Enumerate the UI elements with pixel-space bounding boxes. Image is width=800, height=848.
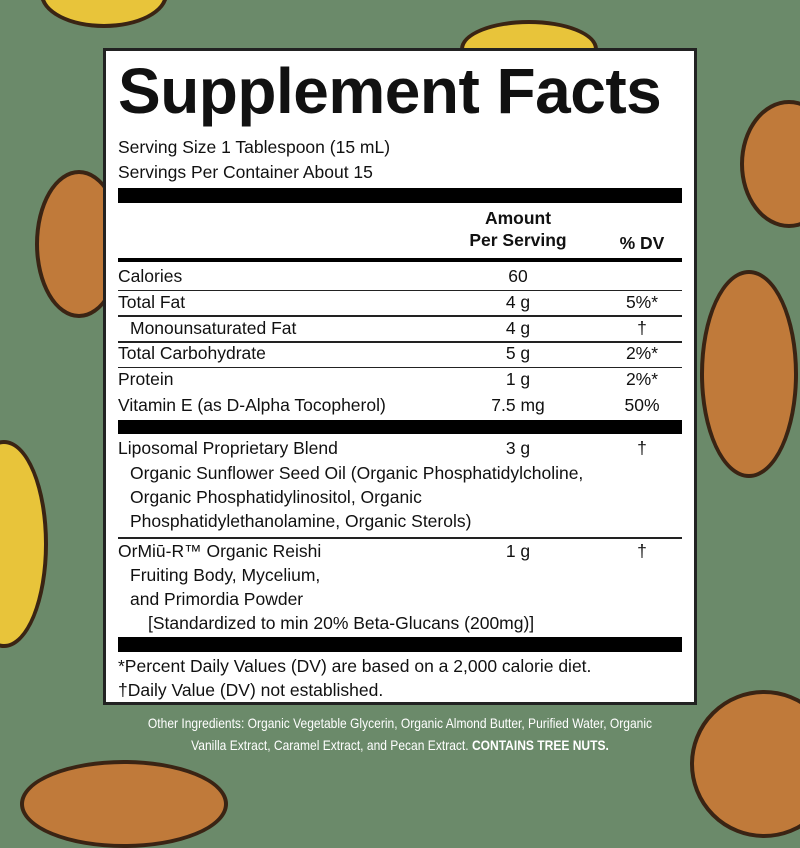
reishi-name: OrMiū-R™ Organic Reishi (118, 541, 322, 561)
nutrient-name: Total Fat (118, 291, 186, 312)
amount-header: Amount Per Serving (448, 207, 588, 251)
pecan-decoration (690, 690, 800, 838)
nutrient-amount: 5 g (505, 343, 531, 364)
reishi-decoration (40, 0, 168, 28)
nutrient-amount: 1 g (505, 369, 531, 390)
footnote-dagger: †Daily Value (DV) not established. (118, 680, 384, 700)
blend-amount: 3 g (505, 438, 531, 458)
supplement-facts-panel: Supplement Facts Serving Size 1 Tablespo… (103, 48, 697, 705)
divider-medium (118, 258, 682, 262)
servings-per-container: Servings Per Container About 15 (118, 162, 373, 182)
amount-header-line1: Amount (484, 208, 552, 228)
divider-thick (118, 420, 682, 434)
nutrient-name: Calories (118, 266, 183, 286)
nutrient-amount: 4 g (505, 291, 531, 312)
nutrient-name: Protein (118, 369, 174, 390)
blend-ingredient-line: Phosphatidylethanolamine, Organic Sterol… (130, 511, 472, 531)
nutrient-dv: 2%* (625, 343, 659, 364)
nutrient-dv: 2%* (625, 369, 659, 390)
amount-header-line2: Per Serving (469, 230, 567, 250)
reishi-dv: † (637, 541, 647, 561)
blend-ingredient-line: Organic Phosphatidylinositol, Organic (130, 487, 422, 507)
allergen-warning: CONTAINS TREE NUTS. (471, 737, 609, 753)
nutrient-amount: 7.5 mg (491, 395, 545, 415)
reishi-line: Fruiting Body, Mycelium, (130, 565, 321, 585)
nutrient-name: Total Carbohydrate (118, 343, 266, 364)
nutrient-amount: 60 (508, 266, 528, 286)
panel-title: Supplement Facts (118, 55, 662, 127)
nutrient-amount: 4 g (505, 317, 531, 338)
reishi-decoration (0, 440, 48, 648)
row-divider (118, 315, 682, 317)
blend-name: Liposomal Proprietary Blend (118, 438, 338, 458)
blend-ingredient-line: Organic Sunflower Seed Oil (Organic Phos… (130, 463, 584, 483)
blend-dv: † (637, 438, 647, 458)
divider-thin (118, 537, 682, 539)
reishi-standardized: [Standardized to min 20% Beta-Glucans (2… (148, 613, 535, 633)
footnote-dv: *Percent Daily Values (DV) are based on … (118, 656, 592, 676)
reishi-amount: 1 g (505, 541, 531, 561)
dv-header: % DV (619, 233, 665, 253)
row-divider (118, 366, 682, 369)
divider-thick (118, 637, 682, 652)
pecan-decoration (740, 100, 800, 228)
nutrient-name: Vitamin E (as D-Alpha Tocopherol) (118, 395, 386, 415)
other-ingredients-text: Other Ingredients: Organic Vegetable Gly… (147, 715, 653, 753)
pecan-decoration (700, 270, 798, 478)
pecan-decoration (20, 760, 228, 848)
nutrient-dv: † (637, 317, 647, 338)
row-divider (118, 289, 682, 291)
nutrient-dv: 50% (624, 395, 660, 415)
nutrient-dv: 5%* (625, 291, 659, 312)
row-divider (118, 341, 682, 343)
other-ingredients: Other Ingredients: Organic Vegetable Gly… (142, 712, 658, 756)
nutrient-name: Monounsaturated Fat (130, 317, 297, 338)
divider-thick (118, 188, 682, 203)
serving-size: Serving Size 1 Tablespoon (15 mL) (118, 137, 391, 157)
reishi-line: and Primordia Powder (130, 589, 304, 609)
